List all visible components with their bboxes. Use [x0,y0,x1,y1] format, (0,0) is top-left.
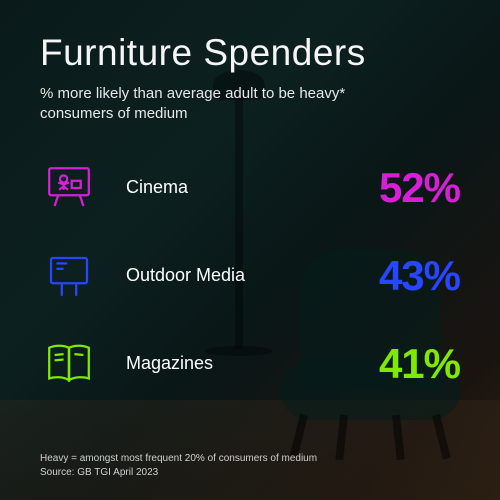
subtitle: % more likely than average adult to be h… [40,84,420,125]
footnote-line: Source: GB TGI April 2023 [40,466,460,480]
stat-label: Cinema [126,177,361,198]
stat-label: Magazines [126,353,361,374]
stat-value: 43% [379,252,460,300]
stat-value: 52% [379,164,460,212]
stat-row-magazines: Magazines 41% [40,335,460,393]
stat-row-cinema: Cinema 52% [40,159,460,217]
footnote-line: Heavy = amongst most frequent 20% of con… [40,452,460,466]
stat-value: 41% [379,340,460,388]
footnote: Heavy = amongst most frequent 20% of con… [40,434,460,480]
infographic-panel: Furniture Spenders % more likely than av… [0,0,500,500]
stat-row-outdoor-media: Outdoor Media 43% [40,247,460,305]
magazine-icon [40,335,98,393]
cinema-icon [40,159,98,217]
stats-list: Cinema 52% Outdoor Media 43% [40,159,460,393]
billboard-icon [40,247,98,305]
page-title: Furniture Spenders [40,32,460,74]
stat-label: Outdoor Media [126,265,361,286]
